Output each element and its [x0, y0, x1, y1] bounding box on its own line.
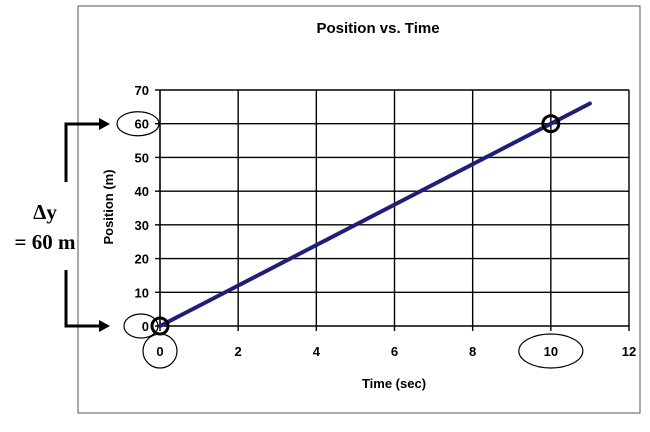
y-axis-label: Position (m) — [101, 169, 116, 244]
x-tick-label: 10 — [544, 344, 558, 359]
y-tick-label: 60 — [135, 117, 149, 132]
y-tick-labels: 0 10 20 30 40 50 60 70 — [135, 83, 149, 334]
y-tick-label: 0 — [142, 319, 149, 334]
lower-bracket-arrow — [64, 270, 100, 328]
delta-y-annotation: Δy = 60 m — [15, 118, 110, 332]
x-tick-labels: 0 2 4 6 8 10 12 — [156, 344, 636, 359]
axes — [155, 89, 630, 331]
delta-y-value: = 60 m — [15, 230, 76, 254]
lower-arrowhead — [99, 320, 110, 332]
y-tick-label: 20 — [135, 252, 149, 267]
y-tick-label: 30 — [135, 218, 149, 233]
y-tick-highlight-ellipse — [116, 111, 160, 137]
x-tick-label: 8 — [469, 344, 476, 359]
upper-arrowhead — [99, 118, 110, 130]
x-tick-label: 2 — [235, 344, 242, 359]
y-tick-label: 50 — [135, 150, 149, 165]
delta-y-symbol: Δy — [33, 200, 57, 224]
x-tick-label: 6 — [391, 344, 398, 359]
data-series — [158, 101, 592, 328]
upper-bracket-arrow — [64, 122, 100, 182]
x-tick-highlight-ellipse — [142, 333, 178, 369]
y-tick-label: 70 — [135, 83, 149, 98]
chart-frame — [77, 5, 641, 414]
tick-highlights — [116, 111, 584, 369]
x-tick-highlight-ellipse — [518, 333, 584, 369]
x-tick-label: 4 — [313, 344, 321, 359]
y-tick-label: 40 — [135, 184, 149, 199]
point-marker — [541, 114, 561, 134]
x-axis-label: Time (sec) — [362, 376, 426, 391]
position-line — [158, 101, 592, 328]
chart-title: Position vs. Time — [316, 20, 439, 37]
x-tick-label: 12 — [622, 344, 636, 359]
y-tick-highlight-ellipse — [123, 313, 159, 339]
x-tick-label: 0 — [156, 344, 163, 359]
y-tick-label: 10 — [135, 285, 149, 300]
